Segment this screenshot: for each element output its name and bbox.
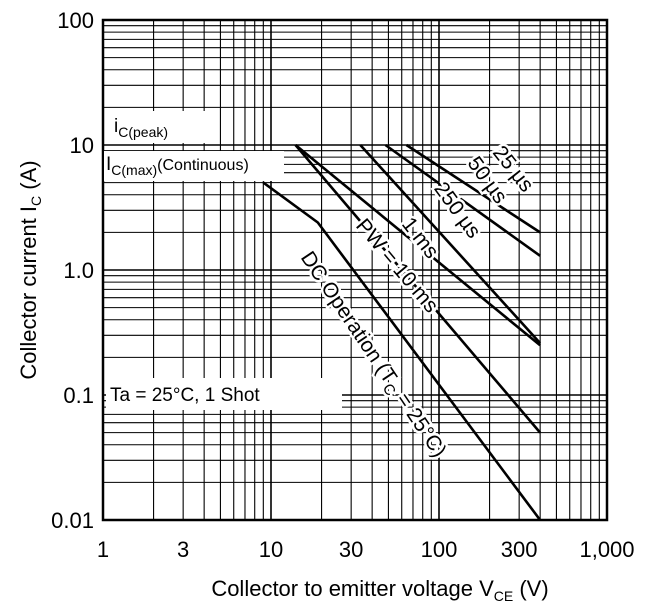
y-tick-label: 0.01 — [51, 508, 94, 533]
x-tick-label: 30 — [339, 537, 363, 562]
grid — [102, 19, 608, 521]
y-tick-label: 100 — [57, 8, 94, 33]
conditions-annotation: Ta = 25°C, 1 Shot — [106, 378, 342, 410]
ic-max-annotation: IC(max)(Continuous) — [104, 151, 284, 181]
y-axis-title: Collector current IC (A) — [16, 160, 44, 379]
x-tick-label: 1 — [97, 537, 109, 562]
tick-labels: 1 3 10 30 100 300 1,000 100 10 1.0 0.1 0.01 — [51, 8, 634, 562]
y-tick-label: 10 — [70, 133, 94, 158]
conditions-text: Ta = 25°C, 1 Shot — [110, 385, 260, 406]
series-line — [294, 143, 541, 347]
y-tick-label: 1.0 — [63, 258, 94, 283]
series-line — [262, 181, 542, 521]
ic-max-suffix: (Continuous) — [157, 157, 249, 174]
x-tick-label: 3 — [177, 537, 189, 562]
series-line — [384, 143, 541, 257]
x-tick-label: 100 — [421, 537, 458, 562]
series-line — [359, 144, 542, 344]
svg-text:iC(peak): iC(peak) — [114, 116, 168, 140]
x-axis-title-unit: (V) — [513, 576, 548, 601]
ic-peak-annotation: iC(peak) — [108, 111, 208, 143]
y-tick-label: 0.1 — [63, 383, 94, 408]
x-axis-title-main: Collector to emitter voltage V — [211, 576, 494, 601]
x-tick-label: 300 — [501, 537, 538, 562]
x-tick-label: 10 — [259, 537, 283, 562]
ic-peak-main: i — [114, 116, 118, 137]
x-tick-label: 1,000 — [579, 537, 634, 562]
x-axis-title-sub: CE — [494, 588, 513, 604]
y-axis-title-sub: C — [28, 196, 44, 206]
plot-frame — [101, 18, 609, 522]
y-axis-title-unit: (A) — [16, 160, 41, 195]
y-axis-title-main: Collector current I — [16, 206, 41, 380]
series-line — [405, 143, 541, 234]
series-lines — [262, 143, 542, 521]
x-axis-title: Collector to emitter voltage VCE (V) — [211, 576, 548, 604]
ic-peak-sub: C(peak) — [118, 124, 168, 140]
ic-max-main: I — [106, 154, 111, 175]
ic-max-sub: C(max) — [111, 162, 157, 178]
series-line — [294, 144, 542, 434]
svg-text:IC(max)(Continuous): IC(max)(Continuous) — [106, 154, 249, 178]
